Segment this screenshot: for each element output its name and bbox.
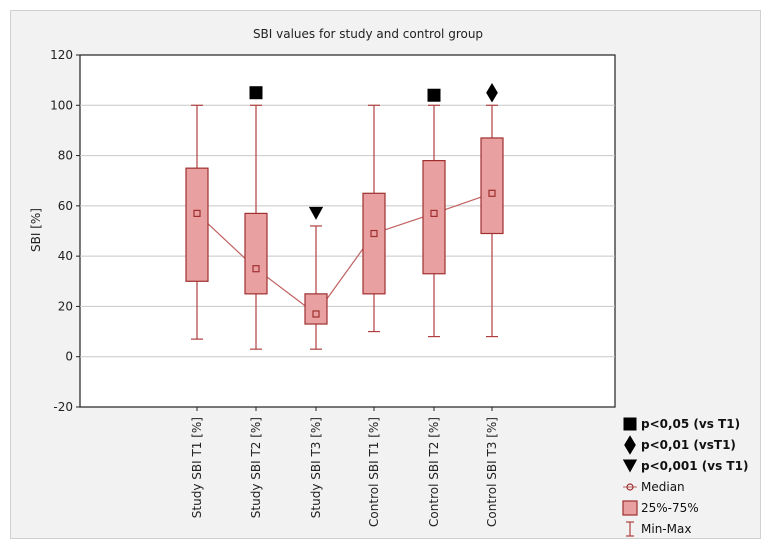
legend-label: p<0,01 (vsT1) [641,438,736,452]
x-category-label: Control SBI T1 [%] [367,417,381,527]
x-category-label: Study SBI T3 [%] [309,417,323,518]
chart-title: SBI values for study and control group [253,27,483,41]
y-tick-label: 20 [58,299,73,313]
significance-marker-square [249,86,263,100]
y-tick-label: -20 [53,400,73,414]
legend-triangle-down-icon [622,459,638,473]
x-category-label: Study SBI T1 [%] [190,417,204,518]
y-tick-label: 80 [58,149,73,163]
legend-label: 25%-75% [641,501,699,515]
legend-box-icon [622,500,638,516]
median-marker [193,209,201,217]
legend-label: Median [641,480,685,494]
median-marker [430,209,438,217]
box-iqr [422,160,446,275]
median-marker [252,265,260,273]
significance-marker-triangle-down [308,206,324,220]
median-marker [488,189,496,197]
significance-marker-square [427,88,441,102]
significance-marker-diamond [486,82,498,103]
legend-label: p<0,05 (vs T1) [641,417,740,431]
y-tick-label: 100 [50,98,73,112]
box-iqr [362,192,386,295]
legend-diamond-icon [624,435,636,455]
median-marker [370,229,378,238]
y-axis-label: SBI [%] [29,208,43,252]
x-category-label: Study SBI T2 [%] [249,417,263,518]
y-tick-label: 120 [50,48,73,62]
box-iqr [304,293,328,325]
legend-median-icon [626,483,634,491]
y-tick-label: 40 [58,249,73,263]
box-iqr [185,167,209,282]
box-iqr [480,137,504,235]
plot-area [79,54,616,408]
median-marker [312,310,320,318]
x-category-label: Control SBI T2 [%] [427,417,441,527]
y-tick-label: 0 [65,350,73,364]
legend-label: p<0,001 (vs T1) [641,459,748,473]
x-category-label: Control SBI T3 [%] [485,417,499,527]
legend-label: Min-Max [641,522,691,536]
box-iqr [244,212,268,295]
y-tick-label: 60 [58,199,73,213]
legend-square-icon [623,417,637,431]
